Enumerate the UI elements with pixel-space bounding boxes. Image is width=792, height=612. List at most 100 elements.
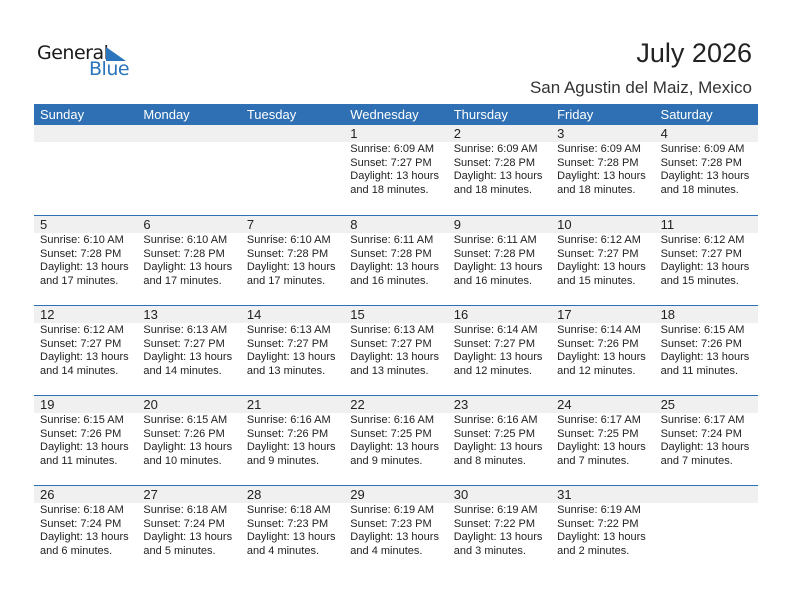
- daylight-label: Daylight:: [453, 441, 497, 453]
- daylight-minutes: 11 minutes.: [682, 364, 739, 377]
- sunrise-time: 6:10 AM: [186, 234, 228, 246]
- sunset-time: 7:26 PM: [700, 337, 742, 350]
- daylight-line: Daylight: 13 hours: [557, 351, 654, 365]
- sunset-line: Sunset: 7:26 PM: [661, 338, 758, 352]
- and-label: and: [557, 454, 576, 467]
- daylight-hours: 13 hours: [499, 261, 543, 273]
- day-number: 12: [40, 307, 55, 322]
- sunset-time: 7:22 PM: [494, 517, 536, 530]
- day-cell: 18 Sunrise: 6:15 AM Sunset: 7:26 PM Dayligh…: [655, 306, 758, 396]
- day-details: Sunrise: 6:12 AM Sunset: 7:27 PM Daylight:…: [40, 324, 137, 378]
- daylight-minutes: 9 minutes.: [268, 454, 320, 467]
- and-label: and: [246, 454, 266, 467]
- sunset-label: Sunset:: [143, 337, 181, 350]
- daylight-minutes-line: and 15 minutes.: [661, 275, 758, 289]
- and-label: and: [143, 274, 162, 287]
- sunset-line: Sunset: 7:27 PM: [557, 248, 654, 262]
- date-strip: [34, 216, 758, 233]
- logo-word-general: General: [37, 42, 109, 64]
- day-details: Sunrise: 6:13 AM Sunset: 7:27 PM Daylight:…: [350, 324, 447, 378]
- daylight-label: Daylight:: [557, 261, 600, 273]
- sunrise-label: Sunrise:: [40, 504, 81, 516]
- sunset-line: Sunset: 7:26 PM: [557, 338, 654, 352]
- daylight-label: Daylight:: [246, 531, 290, 543]
- sunset-label: Sunset:: [453, 517, 492, 530]
- date-strip: [34, 306, 758, 323]
- daylight-label: Daylight:: [453, 531, 497, 543]
- daylight-hours: 13 hours: [85, 531, 129, 543]
- sunrise-label: Sunrise:: [40, 234, 81, 246]
- daylight-minutes-line: and 13 minutes.: [350, 365, 447, 379]
- sunset-line: Sunset: 7:25 PM: [557, 428, 654, 442]
- sunrise-line: Sunrise: 6:13 AM: [350, 324, 447, 338]
- sunset-time: 7:28 PM: [390, 247, 432, 260]
- daylight-hours: 13 hours: [292, 441, 336, 453]
- day-number: 26: [40, 487, 55, 502]
- daylight-label: Daylight:: [350, 261, 394, 273]
- page-title: July 2026: [636, 38, 752, 68]
- daylight-label: Daylight:: [246, 351, 290, 363]
- daylight-hours: 13 hours: [189, 441, 233, 453]
- daylight-line: Daylight: 13 hours: [454, 261, 551, 275]
- sunrise-time: 6:18 AM: [186, 504, 228, 516]
- sunrise-line: Sunrise: 6:19 AM: [350, 504, 447, 518]
- sunset-line: Sunset: 7:26 PM: [40, 428, 137, 442]
- sunrise-line: Sunrise: 6:12 AM: [661, 234, 758, 248]
- sunrise-label: Sunrise:: [143, 504, 184, 516]
- day-number: 9: [453, 217, 461, 232]
- daylight-minutes: 16 minutes.: [475, 274, 533, 287]
- sunrise-label: Sunrise:: [660, 234, 701, 246]
- sunrise-line: Sunrise: 6:16 AM: [247, 414, 344, 428]
- daylight-minutes: 7 minutes.: [682, 454, 733, 467]
- sunrise-time: 6:14 AM: [600, 324, 641, 336]
- day-details: Sunrise: 6:10 AM Sunset: 7:28 PM Daylight:…: [247, 234, 344, 288]
- daylight-minutes-line: and 9 minutes.: [350, 455, 447, 469]
- sunset-line: Sunset: 7:27 PM: [454, 338, 551, 352]
- daylight-hours: 13 hours: [706, 351, 750, 363]
- sunset-line: Sunset: 7:28 PM: [454, 157, 551, 171]
- sunset-time: 7:27 PM: [494, 337, 536, 350]
- daylight-line: Daylight: 13 hours: [143, 531, 240, 545]
- daylight-label: Daylight:: [246, 261, 290, 273]
- sunset-time: 7:26 PM: [287, 427, 329, 440]
- daylight-minutes: 11 minutes.: [61, 454, 118, 467]
- and-label: and: [246, 364, 266, 377]
- sunset-label: Sunset:: [660, 247, 698, 260]
- sunrise-label: Sunrise:: [557, 143, 598, 155]
- sunset-label: Sunset:: [557, 517, 595, 530]
- day-cell: 21 Sunrise: 6:16 AM Sunset: 7:26 PM Dayligh…: [241, 396, 344, 486]
- daylight-line: Daylight: 13 hours: [454, 170, 551, 184]
- sunrise-line: Sunrise: 6:09 AM: [454, 143, 551, 157]
- sunrise-time: 6:10 AM: [290, 234, 331, 246]
- daylight-line: Daylight: 13 hours: [247, 351, 344, 365]
- sunrise-line: Sunrise: 6:10 AM: [40, 234, 137, 248]
- daylight-hours: 13 hours: [499, 531, 543, 543]
- day-number: 19: [40, 397, 55, 412]
- sunrise-time: 6:15 AM: [83, 414, 124, 426]
- day-cell: 19 Sunrise: 6:15 AM Sunset: 7:26 PM Dayligh…: [34, 396, 137, 486]
- day-cell: 27 Sunrise: 6:18 AM Sunset: 7:24 PM Dayligh…: [137, 486, 240, 576]
- daylight-hours: 13 hours: [603, 351, 646, 363]
- day-number: 4: [660, 126, 668, 141]
- daylight-label: Daylight:: [453, 170, 497, 182]
- daylight-line: Daylight: 13 hours: [40, 261, 137, 275]
- sunset-time: 7:25 PM: [597, 427, 639, 440]
- sunrise-time: 6:11 AM: [393, 234, 434, 246]
- and-label: and: [453, 454, 473, 467]
- daylight-label: Daylight:: [143, 351, 187, 363]
- sunset-line: Sunset: 7:25 PM: [350, 428, 447, 442]
- day-details: Sunrise: 6:17 AM Sunset: 7:24 PM Daylight:…: [661, 414, 758, 468]
- sunrise-line: Sunrise: 6:14 AM: [454, 324, 551, 338]
- and-label: and: [557, 544, 576, 557]
- daylight-minutes: 5 minutes.: [164, 544, 216, 557]
- sunrise-time: 6:19 AM: [497, 504, 538, 516]
- daylight-label: Daylight:: [350, 170, 394, 182]
- day-details: Sunrise: 6:19 AM Sunset: 7:22 PM Daylight:…: [454, 504, 551, 558]
- day-cell: 3 Sunrise: 6:09 AM Sunset: 7:28 PM Daylight…: [551, 125, 654, 215]
- day-details: Sunrise: 6:15 AM Sunset: 7:26 PM Daylight:…: [143, 414, 240, 468]
- daylight-minutes: 17 minutes.: [268, 274, 326, 287]
- sunrise-time: 6:19 AM: [393, 504, 435, 516]
- sunset-line: Sunset: 7:28 PM: [557, 157, 654, 171]
- and-label: and: [40, 274, 59, 287]
- daylight-hours: 13 hours: [396, 441, 439, 453]
